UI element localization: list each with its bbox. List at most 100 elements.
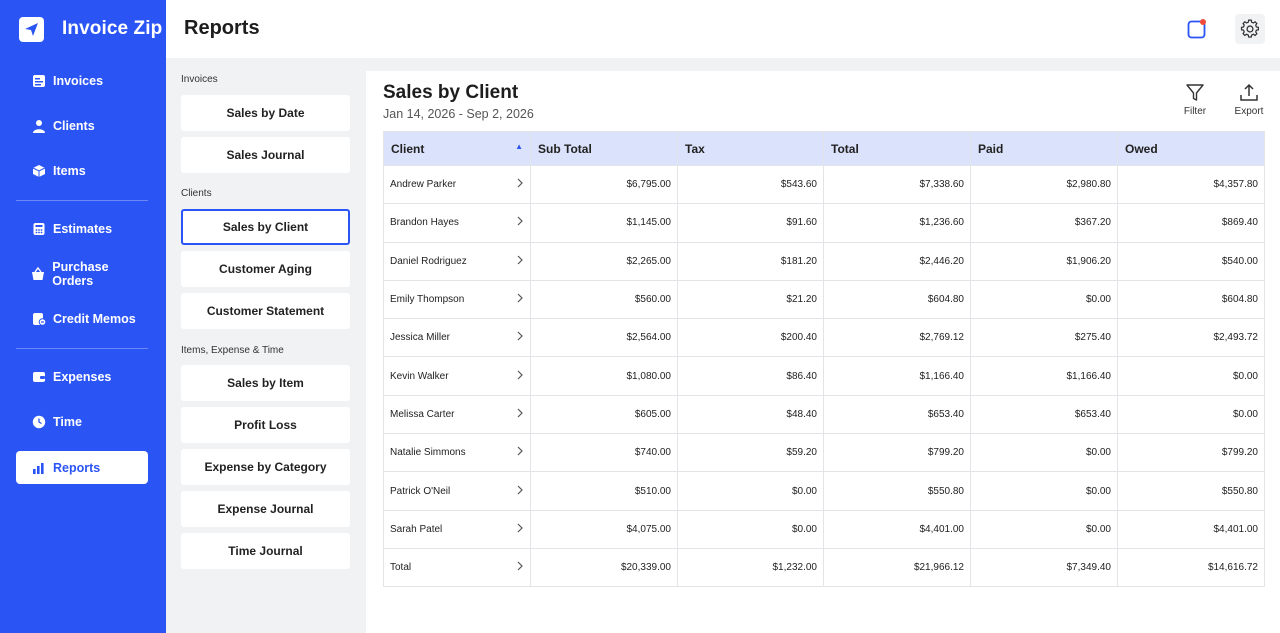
table-row[interactable]: Total $20,339.00 $1,232.00 $21,966.12 $7,349… (383, 547, 1265, 588)
amount-cell-owed: $604.80 (1117, 279, 1265, 320)
chevron-right-icon[interactable] (516, 331, 524, 344)
report-sales-journal[interactable]: Sales Journal (181, 137, 350, 173)
client-cell: Melissa Carter (383, 394, 531, 435)
amount-cell-total: $653.40 (823, 394, 971, 435)
table-row[interactable]: Patrick O'Neil $510.00 $0.00 $550.80 $0.00 $5… (383, 471, 1265, 511)
client-cell-content: Emily Thompson (390, 293, 524, 306)
sidebar-item-estimates[interactable]: Estimates (16, 212, 148, 245)
notification-icon (1187, 20, 1206, 39)
report-sales-by-date[interactable]: Sales by Date (181, 95, 350, 131)
sidebar-item-label: Credit Memos (53, 311, 136, 326)
table-row[interactable]: Sarah Patel $4,075.00 $0.00 $4,401.00 $0.00 $… (383, 509, 1265, 549)
chevron-right-icon[interactable] (516, 408, 524, 421)
amount-cell-owed: $869.40 (1117, 203, 1265, 243)
column-header-owed[interactable]: Owed (1117, 131, 1265, 166)
table-row[interactable]: Natalie Simmons $740.00 $59.20 $799.20 $0.00… (383, 433, 1265, 473)
column-header-sub-total[interactable]: Sub Total (530, 131, 678, 166)
client-name: Kevin Walker (390, 370, 449, 382)
chevron-right-icon[interactable] (516, 485, 524, 498)
amount-cell-sub-total: $510.00 (530, 471, 678, 511)
table-row[interactable]: Emily Thompson $560.00 $21.20 $604.80 $0.00 $… (383, 279, 1265, 320)
sidebar-item-clients[interactable]: Clients (16, 109, 148, 142)
chevron-right-icon[interactable] (516, 446, 524, 459)
amount-cell-tax: $59.20 (677, 433, 824, 473)
table-row[interactable]: Kevin Walker $1,080.00 $86.40 $1,166.40 $1,1… (383, 356, 1265, 396)
client-cell-content: Melissa Carter (390, 408, 524, 421)
amount-cell-tax: $0.00 (677, 509, 824, 549)
table-row[interactable]: Jessica Miller $2,564.00 $200.40 $2,769.12 $… (383, 318, 1265, 358)
sidebar-item-reports[interactable]: Reports (16, 451, 148, 484)
client-cell: Patrick O'Neil (383, 471, 531, 511)
sidebar-item-purchase-orders[interactable]: Purchase Orders (16, 257, 148, 290)
sidebar: Invoice Zip Invoices Clients Items Estim… (0, 0, 166, 633)
amount-cell-sub-total: $2,265.00 (530, 241, 678, 281)
amount-cell-tax: $86.40 (677, 356, 824, 396)
sidebar-item-credit-memos[interactable]: Credit Memos (16, 302, 148, 335)
filter-button[interactable]: Filter (1175, 83, 1215, 119)
chevron-right-icon[interactable] (516, 561, 524, 574)
column-header-client[interactable]: Client ▲ (383, 131, 531, 166)
column-header-tax[interactable]: Tax (677, 131, 824, 166)
settings-button[interactable] (1235, 14, 1265, 44)
amount-cell-sub-total: $2,564.00 (530, 318, 678, 358)
table-row[interactable]: Melissa Carter $605.00 $48.40 $653.40 $653.4… (383, 394, 1265, 435)
report-expense-by-category[interactable]: Expense by Category (181, 449, 350, 485)
wallet-icon (31, 369, 46, 384)
chevron-right-icon[interactable] (516, 255, 524, 268)
export-button[interactable]: Export (1229, 83, 1269, 119)
column-header-total[interactable]: Total (823, 131, 971, 166)
amount-cell-paid: $653.40 (970, 394, 1118, 435)
report-profit-loss[interactable]: Profit Loss (181, 407, 350, 443)
amount-cell-owed: $799.20 (1117, 433, 1265, 473)
brand[interactable]: Invoice Zip (0, 0, 166, 58)
sidebar-item-label: Invoices (53, 73, 104, 88)
amount-cell-paid: $7,349.40 (970, 547, 1118, 588)
sidebar-item-invoices[interactable]: Invoices (16, 64, 148, 97)
report-sales-by-item[interactable]: Sales by Item (181, 365, 350, 401)
amount-cell-total: $1,166.40 (823, 356, 971, 396)
chevron-right-icon[interactable] (516, 523, 524, 536)
chevron-right-icon[interactable] (516, 293, 524, 306)
top-header: Reports (166, 0, 1280, 58)
table-row[interactable]: Andrew Parker $6,795.00 $543.60 $7,338.60 $2… (383, 164, 1265, 205)
amount-cell-owed: $0.00 (1117, 394, 1265, 435)
column-header-paid[interactable]: Paid (970, 131, 1118, 166)
client-name: Daniel Rodriguez (390, 255, 467, 267)
report-expense-journal[interactable]: Expense Journal (181, 491, 350, 527)
client-cell-content: Kevin Walker (390, 370, 524, 383)
group-label-items-expense-time: Items, Expense & Time (181, 345, 284, 356)
report-customer-aging[interactable]: Customer Aging (181, 251, 350, 287)
page-title: Reports (184, 17, 260, 39)
client-name: Total (390, 562, 412, 574)
client-cell: Jessica Miller (383, 318, 531, 358)
table-row[interactable]: Daniel Rodriguez $2,265.00 $181.20 $2,446.2… (383, 241, 1265, 281)
calculator-icon (31, 221, 46, 236)
amount-cell-owed: $4,401.00 (1117, 509, 1265, 549)
amount-cell-total: $21,966.12 (823, 547, 971, 588)
sidebar-item-label: Items (53, 163, 86, 178)
amount-cell-tax: $48.40 (677, 394, 824, 435)
export-label: Export (1234, 106, 1264, 117)
report-time-journal[interactable]: Time Journal (181, 533, 350, 569)
table-row[interactable]: Brandon Hayes $1,145.00 $91.60 $1,236.60 $36… (383, 203, 1265, 243)
client-cell-content: Sarah Patel (390, 523, 524, 536)
chevron-right-icon[interactable] (516, 370, 524, 383)
report-title: Sales by Client (383, 82, 519, 103)
sidebar-item-time[interactable]: Time (16, 405, 148, 438)
sidebar-item-items[interactable]: Items (16, 154, 148, 187)
amount-cell-total: $4,401.00 (823, 509, 971, 549)
amount-cell-owed: $550.80 (1117, 471, 1265, 511)
filter-icon (1186, 84, 1204, 101)
report-sales-by-client[interactable]: Sales by Client (181, 209, 350, 245)
client-name: Jessica Miller (390, 332, 451, 344)
chevron-right-icon[interactable] (516, 178, 524, 191)
sales-by-client-table: Client ▲ Sub Total Tax Total Paid Owed An… (383, 131, 1265, 588)
amount-cell-tax: $21.20 (677, 279, 824, 320)
amount-cell-sub-total: $605.00 (530, 394, 678, 435)
amount-cell-owed: $14,616.72 (1117, 547, 1265, 588)
sidebar-item-expenses[interactable]: Expenses (16, 360, 148, 393)
table-header-row: Client ▲ Sub Total Tax Total Paid Owed (383, 131, 1265, 166)
chevron-right-icon[interactable] (516, 216, 524, 229)
notifications-button[interactable] (1182, 14, 1212, 44)
report-customer-statement[interactable]: Customer Statement (181, 293, 350, 329)
